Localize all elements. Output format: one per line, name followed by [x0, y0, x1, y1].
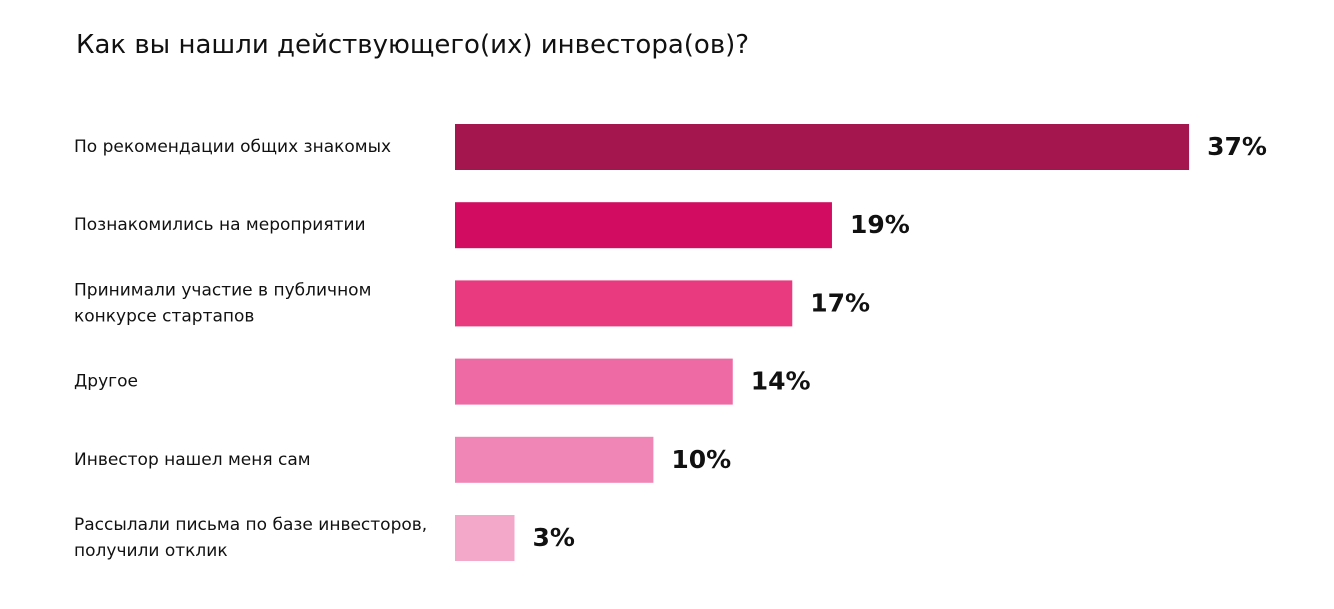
category-label-line: получили отклик — [74, 541, 228, 561]
bar-row: Познакомились на мероприятии 19% — [74, 202, 910, 249]
bar — [455, 124, 1190, 170]
bar — [455, 515, 515, 561]
bar — [455, 280, 793, 327]
bar — [455, 358, 733, 405]
bar — [455, 202, 832, 249]
category-label: Рассылали письма по базе инвесторов, полу… — [74, 515, 427, 561]
category-label: Инвестор нашел меня сам — [74, 450, 311, 470]
category-label: Познакомились на мероприятии — [74, 215, 366, 235]
bar-row: По рекомендации общих знакомых 37% — [74, 124, 1267, 170]
category-label-line: По рекомендации общих знакомых — [74, 137, 391, 157]
bar — [455, 436, 654, 483]
category-label: По рекомендации общих знакомых — [74, 137, 391, 157]
category-label: Другое — [74, 372, 138, 392]
category-label-line: Рассылали письма по базе инвесторов, — [74, 515, 427, 535]
category-label-line: Принимали участие в публичном — [74, 280, 371, 300]
value-label: 3% — [533, 523, 575, 552]
value-label: 17% — [810, 288, 870, 317]
category-label-line: Другое — [74, 372, 138, 392]
bar-row: Рассылали письма по базе инвесторов, полу… — [74, 515, 575, 561]
bar-row: Принимали участие в публичном конкурсе ст… — [74, 280, 870, 327]
chart-title: Как вы нашли действующего(их) инвестора(… — [76, 30, 750, 60]
value-label: 14% — [751, 367, 811, 396]
value-label: 10% — [671, 445, 731, 474]
category-label: Принимали участие в публичном конкурсе ст… — [74, 280, 371, 326]
category-label-line: конкурсе стартапов — [74, 306, 254, 326]
value-label: 37% — [1207, 132, 1267, 161]
bar-row: Инвестор нашел меня сам 10% — [74, 436, 731, 483]
category-label-line: Познакомились на мероприятии — [74, 215, 366, 235]
value-label: 19% — [850, 210, 910, 239]
bar-row: Другое 14% — [74, 358, 811, 405]
category-label-line: Инвестор нашел меня сам — [74, 450, 311, 470]
bars-layer: По рекомендации общих знакомых 37% Познако… — [74, 124, 1267, 561]
